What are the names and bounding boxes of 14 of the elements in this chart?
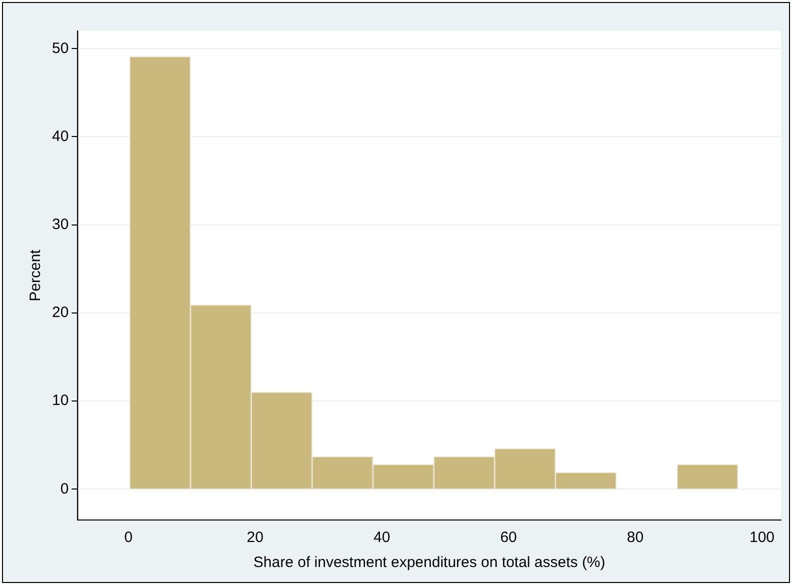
y-tick-label: 20 (52, 304, 69, 322)
x-tick-label: 20 (246, 529, 264, 546)
y-tick-label: 0 (60, 480, 69, 498)
y-tick-label: 50 (52, 40, 69, 57)
x-tick-label: 60 (500, 529, 517, 546)
x-tick-label: 40 (373, 529, 390, 546)
y-tick-label: 30 (52, 216, 69, 233)
x-tick-label: 100 (749, 529, 775, 546)
y-tick-label: 10 (52, 392, 69, 410)
y-tick-label: 40 (52, 128, 69, 145)
x-axis-title: Share of investment expenditures on total assets (%) (253, 554, 606, 572)
y-axis-title: Percent (27, 248, 44, 302)
x-tick-label: 0 (124, 529, 133, 546)
x-tick-label: 80 (626, 529, 644, 546)
